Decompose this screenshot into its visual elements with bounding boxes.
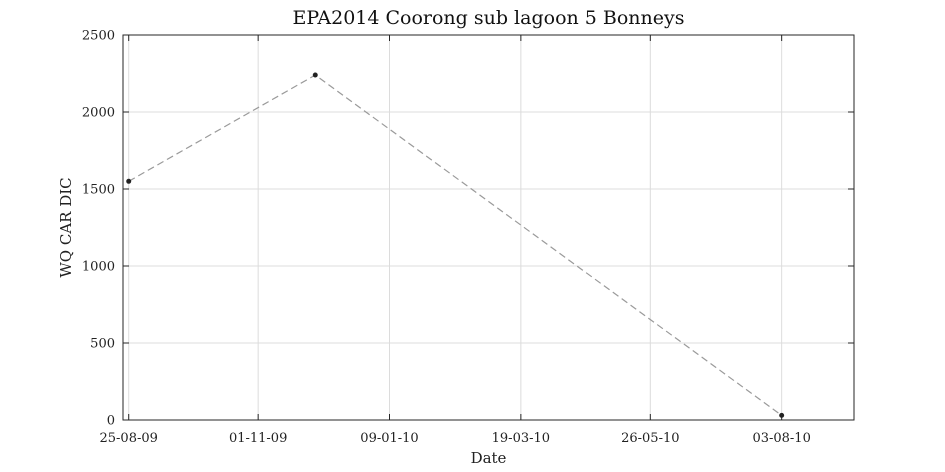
- data-point: [312, 72, 318, 78]
- y-tick-label: 0: [107, 414, 115, 429]
- x-tick-label: 25-08-09: [100, 431, 158, 446]
- x-tick-label: 03-08-10: [752, 431, 810, 446]
- x-tick-label: 26-05-10: [621, 431, 679, 446]
- y-tick-label: 1000: [82, 260, 115, 275]
- y-tick-label: 2000: [82, 106, 115, 121]
- x-tick-label: 19-03-10: [492, 431, 550, 446]
- y-tick-label: 2500: [82, 29, 115, 44]
- y-tick-label: 1500: [82, 183, 115, 198]
- x-tick-label: 09-01-10: [360, 431, 418, 446]
- x-tick-label: 01-11-09: [229, 431, 287, 446]
- chart-title: EPA2014 Coorong sub lagoon 5 Bonneys: [292, 7, 684, 29]
- data-point: [126, 178, 132, 184]
- series-line: [128, 74, 783, 416]
- data-point: [779, 412, 785, 418]
- x-axis-label: Date: [471, 449, 507, 467]
- y-axis-label: WQ CAR DIC: [57, 177, 75, 277]
- grid: [123, 34, 854, 421]
- plot-area-frame: [122, 34, 855, 421]
- axis-ticks: 0 500 1000 1500 2000 2500 25-08-09 01-11-09 09-0…: [82, 29, 854, 446]
- data-series: [126, 72, 785, 418]
- y-tick-label: 500: [90, 337, 115, 352]
